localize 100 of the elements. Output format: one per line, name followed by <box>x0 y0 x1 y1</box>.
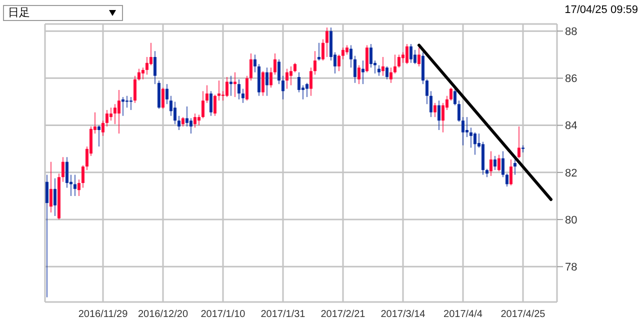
candlestick <box>469 127 472 148</box>
candlestick <box>117 89 120 134</box>
candlestick <box>141 67 144 80</box>
candlestick <box>269 67 272 88</box>
candlestick <box>261 70 264 96</box>
candlestick <box>325 27 328 58</box>
y-tick-label: 78 <box>565 262 578 274</box>
y-tick-label: 84 <box>565 120 578 132</box>
candlestick <box>153 50 156 85</box>
candlestick <box>405 44 408 65</box>
candlestick <box>393 54 396 74</box>
text: 日足 <box>8 7 30 19</box>
candlestick <box>169 95 172 116</box>
candlestick <box>133 75 136 104</box>
candlestick <box>105 109 108 127</box>
candlestick <box>265 67 268 96</box>
candlestick <box>237 78 240 100</box>
candlestick <box>345 44 348 56</box>
candlestick <box>489 150 492 176</box>
candlestick <box>161 87 164 110</box>
candlestick <box>381 56 384 76</box>
x-tick-label: 2017/4/4 <box>444 309 483 320</box>
candlestick <box>185 106 188 127</box>
candlestick <box>473 132 476 156</box>
candlestick <box>253 54 256 73</box>
candlestick <box>145 56 148 76</box>
candlestick <box>77 178 80 196</box>
candlestick <box>497 154 500 172</box>
candlestick <box>189 118 192 134</box>
candlestick <box>349 44 352 68</box>
candlestick <box>201 90 204 119</box>
candlestick <box>53 178 56 217</box>
candlestick <box>113 104 116 125</box>
candlestick <box>137 68 140 82</box>
y-tick-label: 88 <box>565 26 578 38</box>
candlestick <box>177 115 180 131</box>
x-tick-label: 2017/3/14 <box>380 309 426 320</box>
candlestick <box>461 116 464 146</box>
candlestick <box>289 66 292 86</box>
candlestick <box>109 107 112 122</box>
candlestick <box>49 161 52 213</box>
candlestick <box>213 94 216 116</box>
candlestick <box>285 68 288 90</box>
candlestick <box>425 78 428 105</box>
candlestick <box>409 44 412 64</box>
candlestick <box>513 158 516 176</box>
candlestick <box>197 114 200 126</box>
candlestick <box>509 158 512 186</box>
candlestick <box>225 76 228 98</box>
candlestick <box>465 116 468 138</box>
candlestick <box>281 75 284 100</box>
candlestick <box>321 38 324 62</box>
candlestick <box>173 101 176 125</box>
x-tick-label: 2017/2/21 <box>320 309 366 320</box>
candlestick <box>249 52 252 82</box>
candlestick <box>365 44 368 73</box>
candlestick <box>277 58 280 85</box>
candlestick <box>505 173 508 188</box>
candlestick <box>341 47 344 60</box>
x-tick-label: 2017/1/31 <box>260 309 306 320</box>
candlestick <box>61 156 64 182</box>
candlestick <box>97 124 100 148</box>
candlestick <box>273 52 276 76</box>
candlestick <box>297 72 300 93</box>
candlestick <box>309 67 312 96</box>
y-tick-label: 80 <box>565 214 578 226</box>
candlestick <box>337 54 340 72</box>
candlestick <box>229 75 232 96</box>
candlestick <box>81 164 84 188</box>
candlestick <box>493 155 496 171</box>
candlestick <box>293 62 296 73</box>
candlestick <box>501 150 504 178</box>
candlestick <box>357 64 360 85</box>
candlestick <box>449 87 452 102</box>
y-tick-label: 82 <box>565 167 578 180</box>
candlestick <box>165 84 168 105</box>
candlestick <box>429 90 432 118</box>
x-tick-label: 2017/4/25 <box>500 309 546 320</box>
text: 17/04/25 09:59 <box>564 4 638 16</box>
candlestick <box>433 102 436 118</box>
candlestick <box>413 49 416 65</box>
candlestick <box>353 55 356 84</box>
candlestick <box>233 72 236 98</box>
x-tick-label: 2016/11/29 <box>78 309 128 320</box>
candlestick <box>241 88 244 104</box>
candlestick <box>313 50 316 76</box>
candlestick <box>385 66 388 80</box>
candlestick <box>65 156 68 188</box>
x-tick-label: 2016/12/20 <box>138 309 188 320</box>
candlestick <box>209 90 212 116</box>
candlestick <box>193 113 196 128</box>
candlestick <box>45 174 48 298</box>
candlestick <box>517 126 520 159</box>
candlestick <box>361 60 364 85</box>
y-tick-label: 86 <box>565 73 578 86</box>
x-tick-label: 2017/1/10 <box>200 309 246 320</box>
candlestick <box>397 54 400 68</box>
candlestick <box>317 42 320 62</box>
candlestick <box>101 120 104 136</box>
candlestick <box>441 102 444 133</box>
